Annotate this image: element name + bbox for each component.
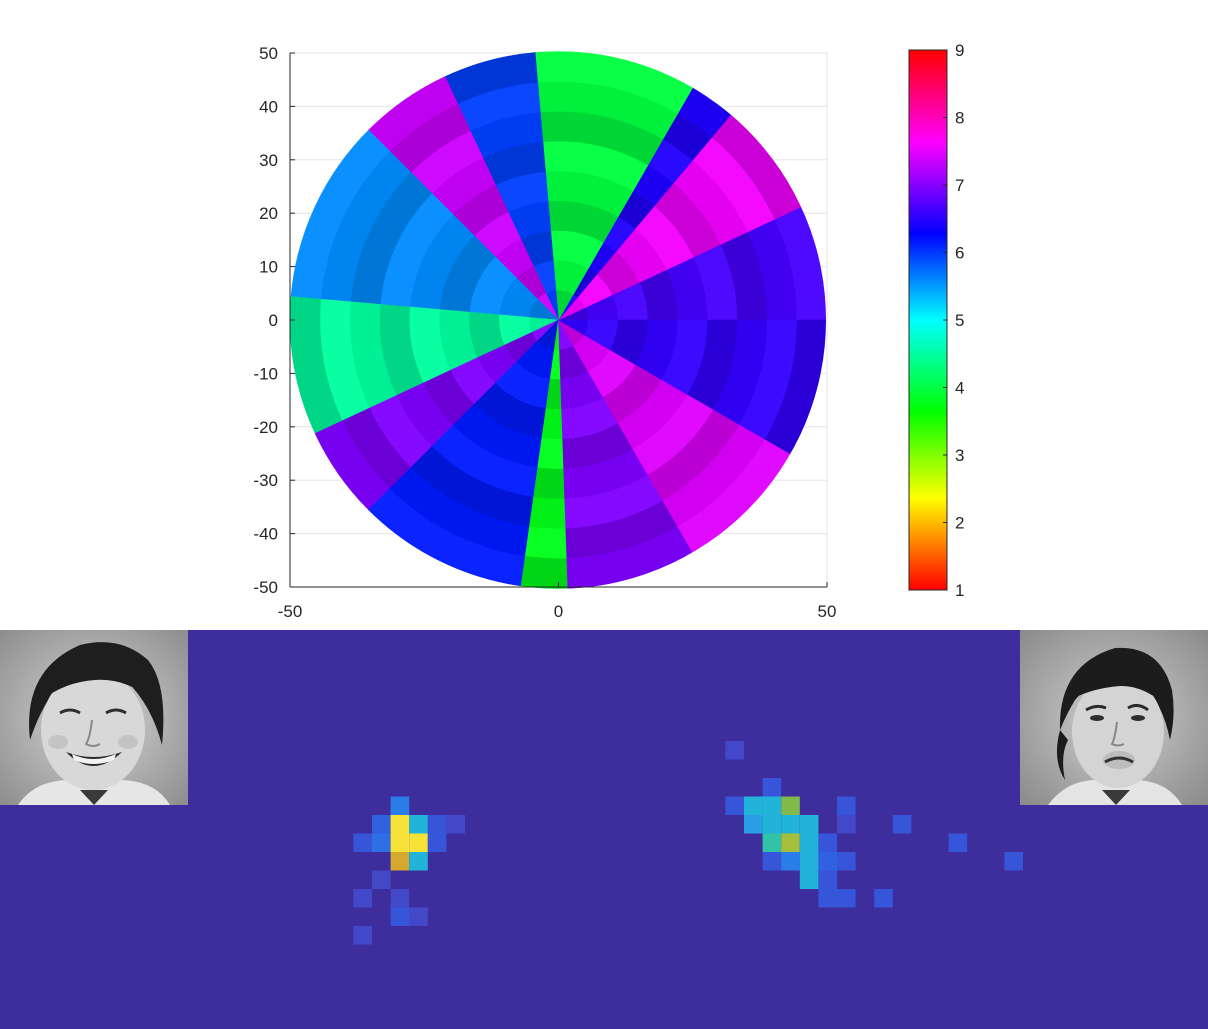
heatmap-cell (390, 833, 410, 852)
y-tick-label: -50 (253, 578, 278, 597)
heatmap-cell (781, 815, 800, 834)
heatmap-cell (427, 833, 447, 852)
y-tick-label: 10 (259, 258, 278, 277)
heatmap-cell (446, 815, 465, 834)
colorbar-ticks: 9 8 7 6 5 4 3 2 1 (943, 41, 964, 600)
y-tick-label: 50 (259, 44, 278, 63)
heatmap-cell (744, 815, 763, 834)
y-tick-label: 30 (259, 151, 278, 170)
frowning-face-photo (1020, 630, 1208, 805)
heatmap-cell (818, 833, 837, 852)
heatmap-cell (1004, 852, 1023, 871)
x-tick-label: 0 (554, 602, 563, 621)
heatmap-cell (762, 852, 782, 871)
heatmap-cell (818, 870, 837, 889)
colorbar-tick-label: 1 (955, 581, 964, 600)
polar-sector (533, 467, 566, 500)
heatmap-cell (409, 852, 428, 871)
heatmap-cell (390, 852, 410, 871)
polar-sector (529, 496, 567, 530)
heatmap-cell (390, 889, 410, 908)
heatmap-cell (372, 815, 391, 834)
heatmap-cell (799, 870, 819, 889)
colorbar: 9 8 7 6 5 4 3 2 1 (908, 41, 964, 600)
heatmap-cell (818, 889, 837, 908)
heatmap-cell (409, 907, 428, 926)
heatmap-cell (799, 852, 819, 871)
colorbar-gradient (908, 49, 948, 591)
y-tick-label: -30 (253, 471, 278, 490)
heatmap-cell (837, 889, 856, 908)
heatmap-cell (799, 815, 819, 834)
heatmap-cell (762, 796, 782, 815)
heatmap-cell (725, 796, 744, 815)
smiling-face-photo (0, 630, 188, 805)
heatmap-cell (390, 815, 410, 834)
colorbar-tick-label: 9 (955, 41, 964, 60)
heatmap-cell (353, 926, 372, 945)
y-tick-label: -10 (253, 364, 278, 383)
heatmap-cell (725, 741, 744, 760)
plot-area: 50 40 30 20 10 0 -10 -20 -30 -40 -50 -50 0 50 (253, 44, 836, 621)
y-tick-label: 20 (259, 204, 278, 223)
colorbar-tick-label: 7 (955, 176, 964, 195)
heatmap-cell (818, 852, 837, 871)
heatmap-cell (874, 889, 893, 908)
heatmap-cell (744, 796, 763, 815)
heatmap-cell (837, 796, 856, 815)
heatmap-cell (892, 815, 912, 834)
heatmap-cell (762, 833, 782, 852)
heatmap-background (0, 630, 1208, 1029)
heatmap-cell (409, 833, 428, 852)
polar-surface (289, 51, 826, 589)
polar-sector (520, 556, 569, 589)
x-tick-label: 50 (818, 602, 837, 621)
heatmap-cells (353, 741, 1023, 945)
colorbar-tick-label: 2 (955, 514, 964, 533)
heatmap-cell (781, 833, 800, 852)
x-tick-label: -50 (278, 602, 303, 621)
colorbar-tick-label: 6 (955, 244, 964, 263)
y-tick-label: -40 (253, 525, 278, 544)
heatmap-cell (390, 907, 410, 926)
y-tick-label: 40 (259, 97, 278, 116)
heatmap-cell (799, 833, 819, 852)
heatmap-cell (353, 889, 372, 908)
heatmap-cell (427, 815, 447, 834)
y-tick-label: -20 (253, 418, 278, 437)
pixel-heatmap (0, 630, 1208, 1029)
colorbar-tick-label: 8 (955, 109, 964, 128)
colorbar-tick-label: 4 (955, 379, 964, 398)
heatmap-cell (781, 852, 800, 871)
heatmap-cell (372, 833, 391, 852)
heatmap-cell (762, 815, 782, 834)
polar-sector (537, 437, 565, 470)
polar-chart: 50 40 30 20 10 0 -10 -20 -30 -40 -50 -50 0 50 9 8 7 6 5 4… (253, 41, 964, 621)
heatmap-cell (390, 796, 410, 815)
heatmap-cell (948, 833, 968, 852)
heatmap-cell (762, 778, 782, 797)
heatmap-cell (409, 815, 428, 834)
heatmap-cell (781, 796, 800, 815)
heatmap-cell (837, 815, 856, 834)
y-axis-ticks: 50 40 30 20 10 0 -10 -20 -30 -40 -50 (253, 44, 295, 597)
heatmap-cell (353, 833, 372, 852)
heatmap-cell (837, 852, 856, 871)
x-axis-ticks: -50 0 50 (278, 582, 837, 621)
heatmap-cell (372, 870, 391, 889)
polar-sector (524, 526, 568, 559)
y-tick-label: 0 (269, 311, 278, 330)
colorbar-tick-label: 3 (955, 446, 964, 465)
colorbar-tick-label: 5 (955, 311, 964, 330)
